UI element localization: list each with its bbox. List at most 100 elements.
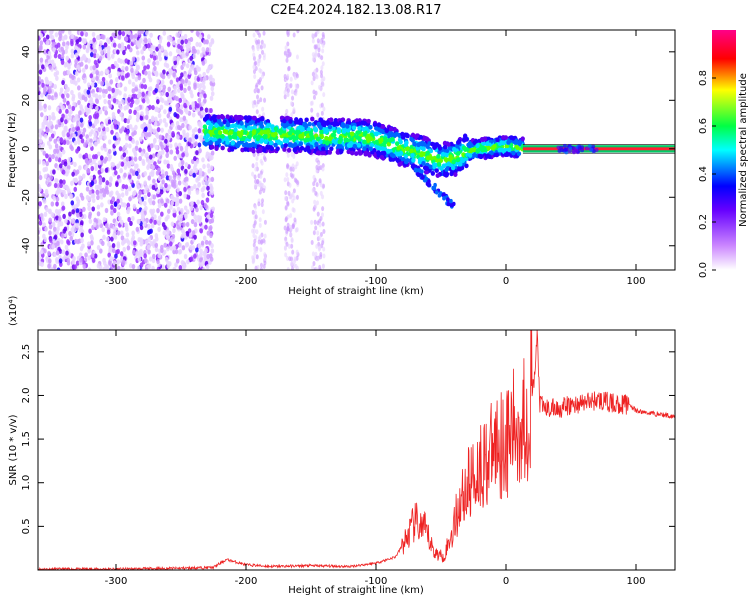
heat-cell xyxy=(46,127,50,133)
heat-cell xyxy=(338,148,344,154)
heat-cell xyxy=(151,104,155,111)
heat-cell xyxy=(320,65,324,71)
heat-cell xyxy=(87,267,92,270)
heat-cell xyxy=(139,115,144,121)
heat-cell xyxy=(197,243,202,249)
heat-cell xyxy=(184,176,189,182)
heat-cell xyxy=(187,80,191,86)
heat-cell xyxy=(77,91,82,98)
heat-cell xyxy=(185,47,190,53)
heat-cell xyxy=(61,93,65,99)
heat-cell xyxy=(157,113,162,119)
heat-cell xyxy=(273,142,278,148)
heat-cell xyxy=(127,216,131,223)
heat-cell xyxy=(314,141,319,147)
heat-cell xyxy=(75,148,79,154)
heat-cell xyxy=(43,211,48,217)
heat-cell xyxy=(156,126,161,133)
heat-cell xyxy=(261,209,265,215)
heat-cell xyxy=(116,241,121,247)
heat-cell xyxy=(50,133,55,139)
heat-cell xyxy=(143,253,147,259)
heat-cell xyxy=(255,155,259,161)
heat-cell xyxy=(384,128,389,134)
x-tick-label: -200 xyxy=(235,276,258,287)
heat-cell xyxy=(375,145,381,151)
heat-cell xyxy=(251,209,255,215)
heat-cell xyxy=(587,143,592,148)
heat-cell xyxy=(198,218,202,224)
heat-cell xyxy=(173,89,177,95)
heat-cell xyxy=(152,60,156,67)
heat-cell xyxy=(133,130,137,136)
heat-cell xyxy=(260,39,264,45)
heat-cell xyxy=(105,236,110,242)
heat-cell xyxy=(174,142,178,148)
heat-cell xyxy=(166,41,171,47)
heat-cell xyxy=(252,52,256,58)
heat-cell xyxy=(101,227,106,233)
heat-cell xyxy=(284,205,288,211)
heat-cell xyxy=(96,244,101,251)
heat-cell xyxy=(516,151,522,157)
heat-cell xyxy=(54,156,59,162)
heat-cell xyxy=(286,176,290,182)
heat-cell xyxy=(140,151,145,157)
heat-cell xyxy=(289,76,293,82)
heat-cell xyxy=(71,105,76,112)
heat-cell xyxy=(56,182,61,189)
heat-cell xyxy=(149,218,153,224)
heat-cell xyxy=(185,221,190,228)
heat-cell xyxy=(321,206,325,212)
heat-cell xyxy=(50,201,55,207)
heat-cell xyxy=(292,32,296,38)
heat-cell xyxy=(127,174,132,180)
heat-cell xyxy=(140,49,144,55)
heat-cell xyxy=(191,101,195,107)
heat-cell xyxy=(312,76,316,82)
heat-cell xyxy=(230,140,235,146)
heat-cell xyxy=(40,249,44,255)
heat-cell xyxy=(168,175,173,181)
heat-cell xyxy=(118,146,123,152)
y-tick-label: 1.5 xyxy=(21,431,32,447)
heat-cell xyxy=(116,265,121,270)
heat-cell xyxy=(147,249,151,255)
heat-cell xyxy=(88,228,92,234)
heat-cell xyxy=(169,163,174,170)
heat-cell xyxy=(262,134,268,140)
heat-cell xyxy=(79,224,84,231)
heat-cell xyxy=(70,53,75,59)
heat-cell xyxy=(449,198,453,204)
heat-cell xyxy=(242,130,248,135)
heat-cell xyxy=(66,86,70,93)
heat-cell xyxy=(147,223,151,229)
heat-cell xyxy=(292,154,296,160)
heat-cell xyxy=(68,115,72,121)
heat-cell xyxy=(246,125,252,131)
heat-cell xyxy=(297,120,302,125)
heat-cell xyxy=(166,263,171,269)
heat-cell xyxy=(179,104,184,110)
heat-cell xyxy=(355,130,360,136)
heat-cell xyxy=(296,30,300,34)
heat-cell xyxy=(75,196,80,202)
heat-cell xyxy=(114,253,118,259)
heat-cell xyxy=(52,238,56,244)
heat-cell xyxy=(79,56,84,62)
heat-cell xyxy=(101,240,105,247)
heat-cell xyxy=(145,107,149,113)
heat-cell xyxy=(147,236,151,243)
heat-cell xyxy=(152,194,157,200)
heat-cell xyxy=(92,221,97,228)
heat-cell xyxy=(96,204,101,210)
heat-cell xyxy=(410,132,416,138)
heat-cell xyxy=(147,86,152,93)
heat-cell xyxy=(178,125,183,131)
heat-cell xyxy=(337,139,342,145)
heat-cell xyxy=(103,98,107,105)
heat-cell xyxy=(82,206,86,212)
heat-cell xyxy=(286,163,290,169)
heat-cell xyxy=(111,196,116,202)
heat-cell xyxy=(286,147,292,153)
